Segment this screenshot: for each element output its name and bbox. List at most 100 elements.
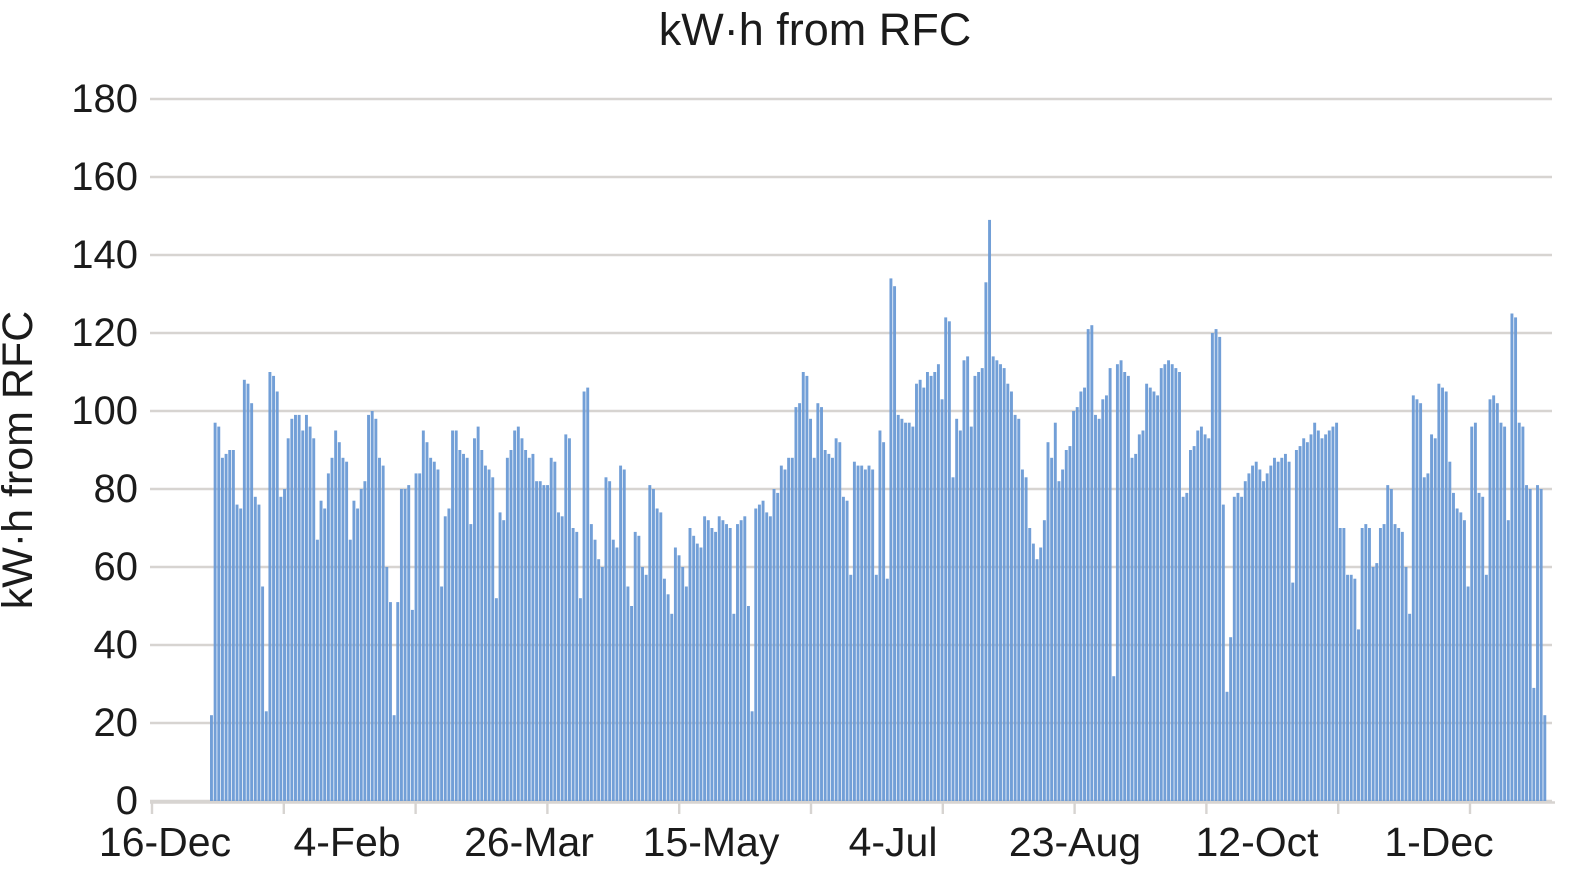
bar (217, 426, 221, 801)
bar (429, 457, 433, 801)
bar (816, 403, 820, 801)
bar (918, 379, 922, 801)
bar (261, 586, 265, 801)
bar (670, 613, 674, 801)
bar (589, 524, 593, 801)
bar (1492, 395, 1496, 801)
x-tick-label: 12-Oct (1195, 819, 1319, 865)
bar (1422, 477, 1426, 801)
bar (1305, 442, 1309, 801)
bar (1039, 547, 1043, 801)
x-axis-labels: 16-Dec 4-Feb 26-Mar 15-May 4-Jul 23-Aug 12-Oct… (99, 819, 1494, 865)
bar (1378, 528, 1382, 801)
bar (304, 414, 308, 801)
bar (1064, 450, 1068, 801)
bar (1335, 422, 1339, 801)
bar (1455, 508, 1459, 801)
bar (995, 360, 999, 801)
bar (1448, 461, 1452, 801)
bar (633, 531, 637, 801)
bar (871, 469, 875, 801)
bar (1521, 426, 1525, 801)
bar (1430, 434, 1434, 801)
bar (1247, 473, 1251, 801)
bar (860, 465, 864, 801)
bar (399, 489, 403, 801)
bar (1273, 457, 1276, 801)
bar (546, 485, 549, 801)
bar (1320, 438, 1324, 801)
bar (315, 539, 319, 801)
bar (659, 512, 663, 801)
bar (732, 613, 736, 801)
bar (290, 418, 294, 801)
bar (1240, 496, 1244, 801)
bar (622, 469, 626, 801)
bar (794, 407, 798, 801)
bar (557, 512, 560, 801)
bar (801, 372, 805, 801)
bar (783, 469, 787, 801)
bar (1115, 364, 1119, 801)
bar (1495, 403, 1499, 801)
bar (250, 403, 254, 801)
bar (1068, 446, 1072, 801)
bar (1543, 715, 1547, 801)
bar (615, 547, 619, 801)
bar (1134, 453, 1138, 801)
bar (673, 547, 677, 801)
bar (1181, 496, 1185, 801)
bar (403, 489, 407, 801)
bar (469, 524, 473, 801)
bar (728, 528, 732, 801)
bar (940, 399, 944, 801)
bar (1327, 430, 1331, 801)
bar (1192, 446, 1196, 801)
bar (999, 364, 1002, 801)
bar (677, 555, 681, 801)
bar (294, 414, 297, 801)
bar (505, 457, 509, 801)
bar (1042, 520, 1046, 801)
bar (1185, 492, 1189, 801)
bar (389, 602, 392, 801)
bar (717, 516, 721, 801)
bar (1280, 457, 1284, 801)
bar (586, 387, 590, 801)
bar (1514, 317, 1518, 801)
bar (1276, 461, 1280, 801)
bar (1090, 325, 1094, 801)
bar (706, 520, 710, 801)
bar (962, 360, 966, 801)
bar (571, 528, 575, 801)
bar (1159, 368, 1163, 801)
y-tick-label: 80 (94, 467, 139, 511)
bar (363, 481, 367, 801)
bar (578, 598, 582, 801)
bar (334, 430, 338, 801)
bar (279, 496, 283, 801)
bar (805, 375, 809, 801)
bar (900, 418, 904, 801)
bar (542, 485, 546, 801)
bar (1229, 637, 1233, 801)
bar (838, 442, 842, 801)
bar (414, 473, 418, 801)
bar (392, 715, 396, 801)
bar (447, 508, 451, 801)
bar (1046, 442, 1050, 801)
bar (1148, 387, 1152, 801)
bar (878, 430, 882, 801)
bar (1086, 329, 1090, 801)
bar (1386, 485, 1390, 801)
bar (736, 524, 739, 801)
y-tick-label: 180 (71, 77, 138, 121)
bar (969, 426, 973, 801)
bar (966, 356, 970, 801)
bar (1342, 528, 1346, 801)
bar (1506, 520, 1510, 801)
bar (768, 516, 772, 801)
bar (1057, 481, 1061, 801)
bar (644, 574, 648, 801)
